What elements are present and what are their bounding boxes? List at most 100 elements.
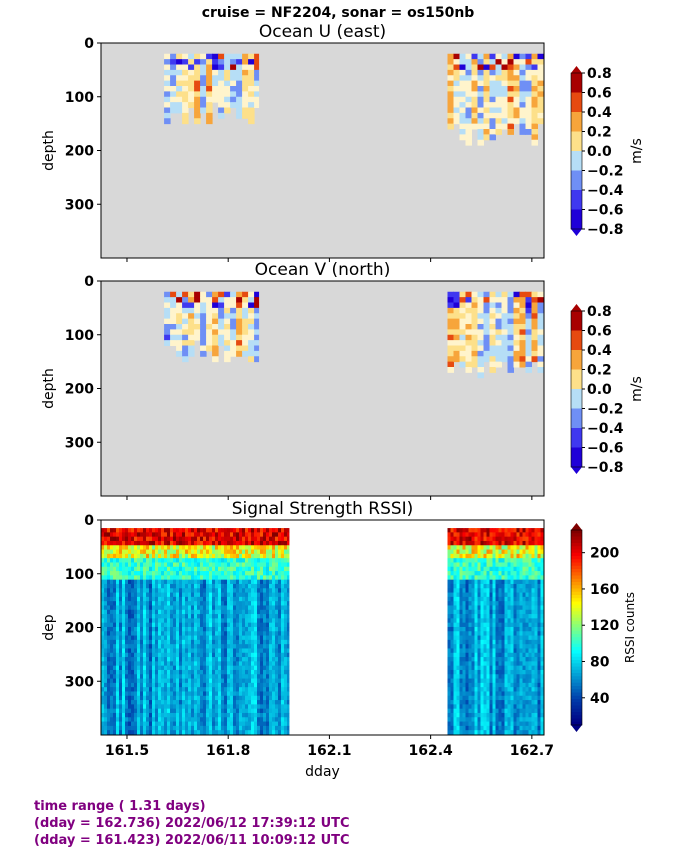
heatmap-cell xyxy=(218,291,225,298)
heatmap-cell xyxy=(116,618,120,624)
heatmap-cell xyxy=(200,553,204,559)
heatmap-cell xyxy=(233,704,237,710)
heatmap-cell xyxy=(134,704,138,710)
heatmap-cell xyxy=(212,69,219,76)
heatmap-cell xyxy=(459,583,463,589)
heatmap-cell xyxy=(236,704,240,710)
heatmap-cell xyxy=(188,334,195,341)
heatmap-cell xyxy=(266,639,270,645)
heatmap-cell xyxy=(146,583,150,589)
heatmap-cell xyxy=(218,730,222,735)
heatmap-cell xyxy=(182,558,186,563)
heatmap-cell xyxy=(197,721,201,727)
heatmap-cell xyxy=(188,712,192,718)
heatmap-cell xyxy=(263,536,267,542)
heatmap-cell xyxy=(245,618,249,624)
heatmap-cell xyxy=(110,592,114,598)
heatmap-cell xyxy=(269,678,273,684)
heatmap-cell xyxy=(239,588,243,594)
heatmap-cell xyxy=(170,307,177,314)
heatmap-cell xyxy=(230,562,234,568)
heatmap-cell xyxy=(191,695,195,701)
heatmap-cell xyxy=(170,687,174,692)
heatmap-cell xyxy=(212,356,219,363)
heatmap-cell xyxy=(465,665,469,671)
heatmap-cell xyxy=(471,639,475,645)
heatmap-cell xyxy=(248,102,255,109)
heatmap-cell xyxy=(176,545,180,551)
heatmap-cell xyxy=(459,75,466,82)
heatmap-cell xyxy=(504,528,508,533)
heatmap-cell xyxy=(236,540,240,546)
heatmap-cell xyxy=(215,592,219,598)
heatmap-cell xyxy=(474,571,478,576)
heatmap-cell xyxy=(170,96,177,103)
heatmap-cell xyxy=(143,708,147,714)
heatmap-cell xyxy=(272,678,276,684)
heatmap-cell xyxy=(489,691,493,697)
heatmap-cell xyxy=(266,652,270,658)
heatmap-cell xyxy=(188,622,192,628)
heatmap-cell xyxy=(459,661,463,667)
heatmap-cell xyxy=(269,644,273,649)
heatmap-cell xyxy=(137,528,141,533)
heatmap-cell xyxy=(462,614,466,619)
heatmap-cell xyxy=(272,536,276,542)
heatmap-cell xyxy=(257,639,261,645)
heatmap-cell xyxy=(465,661,469,667)
heatmap-cell xyxy=(209,592,213,598)
heatmap-cell xyxy=(278,665,282,671)
heatmap-cell xyxy=(104,704,108,710)
heatmap-cell xyxy=(278,588,282,594)
heatmap-cell xyxy=(128,549,132,555)
heatmap-cell xyxy=(146,648,150,654)
heatmap-cell xyxy=(182,549,186,555)
heatmap-cell xyxy=(209,682,213,688)
heatmap-cell xyxy=(507,96,514,103)
heatmap-cell xyxy=(203,566,207,572)
heatmap-cell xyxy=(254,730,258,735)
heatmap-cell xyxy=(272,583,276,589)
heatmap-cell xyxy=(272,639,276,645)
heatmap-cell xyxy=(209,545,213,551)
heatmap-cell xyxy=(101,592,105,598)
heatmap-cell xyxy=(224,579,228,585)
heatmap-cell xyxy=(242,605,246,611)
heatmap-cell xyxy=(203,708,207,714)
heatmap-cell xyxy=(158,571,162,576)
y-tick-label: 0 xyxy=(84,274,94,290)
heatmap-cell xyxy=(287,605,290,611)
heatmap-cell xyxy=(275,648,279,654)
heatmap-cell xyxy=(471,53,478,60)
heatmap-cell xyxy=(468,657,472,662)
heatmap-cell xyxy=(525,129,532,135)
heatmap-cell xyxy=(185,657,189,662)
heatmap-cell xyxy=(525,313,532,320)
heatmap-cell xyxy=(501,708,505,714)
heatmap-cell xyxy=(191,691,195,697)
heatmap-cell xyxy=(110,583,114,589)
heatmap-cell xyxy=(146,695,150,701)
heatmap-cell xyxy=(239,665,243,671)
heatmap-cell xyxy=(492,622,496,628)
heatmap-cell xyxy=(203,596,207,602)
heatmap-cell xyxy=(119,730,123,735)
colorbar-extend-top xyxy=(571,304,582,311)
heatmap-cell xyxy=(116,725,120,731)
heatmap-cell xyxy=(221,700,225,705)
heatmap-cell xyxy=(110,708,114,714)
heatmap-cell xyxy=(185,721,189,727)
heatmap-cell xyxy=(498,614,502,619)
heatmap-cell xyxy=(194,583,198,589)
heatmap-cell xyxy=(450,592,454,598)
heatmap-cell xyxy=(272,669,276,675)
heatmap-cell xyxy=(248,64,255,71)
heatmap-cell xyxy=(456,725,460,731)
heatmap-cell xyxy=(125,566,129,572)
heatmap-cell xyxy=(101,657,105,662)
heatmap-cell xyxy=(113,536,117,542)
heatmap-cell xyxy=(227,635,231,641)
heatmap-cell xyxy=(462,562,466,568)
heatmap-cell xyxy=(137,669,141,675)
